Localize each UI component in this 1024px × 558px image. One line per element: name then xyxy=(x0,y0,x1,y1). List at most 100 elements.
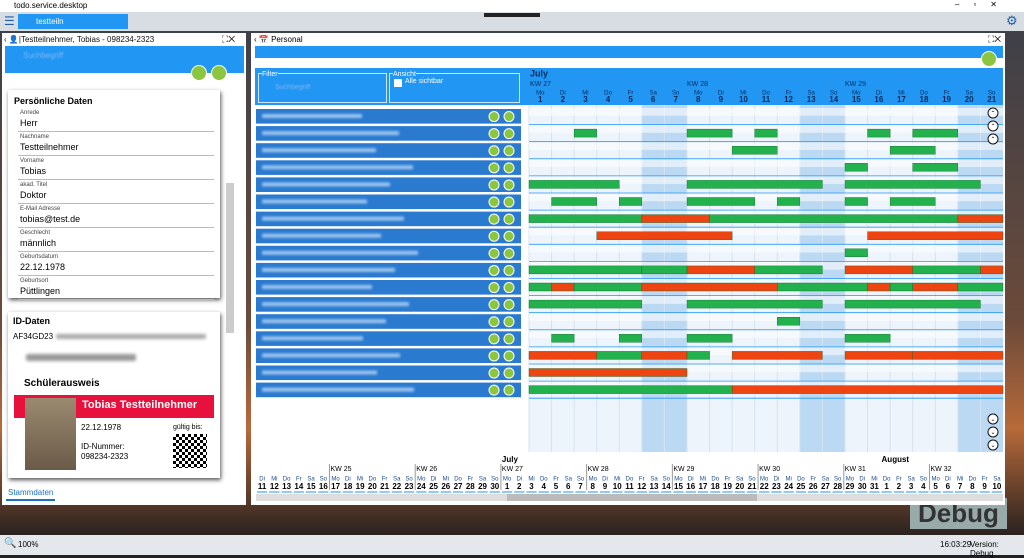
timeline-thumb[interactable] xyxy=(507,494,757,501)
field-value: Püttlingen xyxy=(20,286,61,296)
scroll-button[interactable] xyxy=(987,426,999,438)
row-button xyxy=(488,230,500,242)
delete-button[interactable] xyxy=(211,65,227,81)
timeline-day: 13 xyxy=(650,482,659,491)
day: 7 xyxy=(673,95,678,104)
edit-button[interactable] xyxy=(191,65,207,81)
field-value: 22.12.1978 xyxy=(20,262,66,272)
booking-bar xyxy=(528,368,688,377)
booking-bar xyxy=(686,180,823,189)
scroll-button[interactable] xyxy=(987,120,999,132)
scrollbar[interactable] xyxy=(226,183,234,333)
row-button xyxy=(488,247,500,259)
timeline-day: 3 xyxy=(909,482,914,491)
section-title: ID-Daten xyxy=(13,316,51,326)
filter-box[interactable]: Filter Suchbegriff xyxy=(258,71,387,103)
row-button xyxy=(488,299,500,311)
timeline-weekday: Di xyxy=(259,477,265,483)
scroll-button[interactable] xyxy=(987,133,999,145)
day: 15 xyxy=(852,95,861,104)
panel-buttons[interactable]: ⛶✕ xyxy=(988,34,1002,44)
field-line xyxy=(18,251,214,252)
booking-bar xyxy=(889,197,936,206)
person-row xyxy=(256,331,521,346)
weekday: Di xyxy=(718,91,724,97)
settings-button[interactable]: ⚙ xyxy=(1006,13,1018,28)
menu-button[interactable]: ☰ xyxy=(4,14,15,28)
row-button xyxy=(488,196,500,208)
timeline-weekday: Mo xyxy=(931,477,940,483)
panel-buttons[interactable]: ⛶✕ xyxy=(222,34,236,44)
scroll-button[interactable] xyxy=(987,439,999,451)
booking-bar xyxy=(980,265,1004,275)
row-button xyxy=(488,264,500,276)
scroll-button[interactable] xyxy=(987,413,999,425)
timeline-weekday: Sa xyxy=(393,477,401,483)
booking-bar xyxy=(754,265,823,275)
row-stripe xyxy=(529,159,1003,167)
weekday: Mi xyxy=(740,91,746,97)
checkbox[interactable] xyxy=(394,79,402,87)
timeline-week: KW 31 xyxy=(845,466,866,473)
booking-bar xyxy=(528,385,733,394)
weekday: Sa xyxy=(965,91,973,97)
person-row xyxy=(256,109,521,124)
timeline-day: 4 xyxy=(542,482,547,491)
left-header-text: Testteilnehmer, Tobias - 098234-2323 xyxy=(20,35,155,44)
booking-bar xyxy=(686,265,755,275)
booking-bar xyxy=(912,265,981,275)
timeline-weekday: Mi xyxy=(443,477,449,483)
timeline-weekday: Do xyxy=(454,477,462,483)
week-label: KW 27 xyxy=(530,81,551,88)
booking-bar xyxy=(551,197,597,206)
booking-bar xyxy=(709,214,959,223)
filter-placeholder: Suchbegriff xyxy=(275,84,311,91)
booking-bar xyxy=(912,282,959,292)
timeline-day: 21 xyxy=(380,482,389,491)
day: 2 xyxy=(561,95,566,104)
scroll-button[interactable] xyxy=(987,107,999,119)
view-box: Ansicht Alle sichtbar xyxy=(389,71,520,103)
timeline-weekday: So xyxy=(577,477,585,483)
weekday: So xyxy=(672,91,680,97)
week-label: KW 29 xyxy=(845,81,866,88)
row-button xyxy=(503,213,515,225)
bottom-tab[interactable]: Stammdaten xyxy=(6,488,56,501)
person-row xyxy=(256,280,521,295)
timeline-day: 6 xyxy=(566,482,571,491)
add-button[interactable] xyxy=(981,51,997,67)
timeline-weekday: Fr xyxy=(296,477,302,483)
filter-label: Filter xyxy=(262,71,278,78)
timeline-day: 12 xyxy=(270,482,279,491)
booking-bar xyxy=(573,282,643,292)
booking-bar xyxy=(686,128,733,138)
timeline-weekday: Di xyxy=(602,477,608,483)
booking-bar xyxy=(686,334,733,343)
timeline-week: KW 27 xyxy=(502,466,523,473)
row-button xyxy=(488,384,500,396)
row-button xyxy=(488,128,500,140)
timeline-weekday: Fr xyxy=(467,477,473,483)
timeline-day: 18 xyxy=(343,482,352,491)
timeline-weekday: Do xyxy=(797,477,805,483)
zoom-icon[interactable]: 🔍 xyxy=(4,538,17,549)
window-buttons[interactable]: –▫✕ xyxy=(955,0,1011,9)
timeline-weekday: Sa xyxy=(907,477,915,483)
blurred-name xyxy=(262,353,400,358)
booking-bar xyxy=(844,351,913,360)
blurred-url xyxy=(56,334,206,339)
timeline-weekday: Do xyxy=(283,477,291,483)
timeline-day: 11 xyxy=(258,482,267,491)
weekday: Fr xyxy=(628,91,634,97)
timeline-weekday: Fr xyxy=(553,477,559,483)
weekday: Sa xyxy=(649,91,657,97)
row-button xyxy=(503,299,515,311)
timeline-day: 15 xyxy=(674,482,683,491)
timeline-weekday: Do xyxy=(883,477,891,483)
booking-bar xyxy=(844,180,981,189)
tab-label: testteiln xyxy=(36,17,64,26)
tab[interactable]: testteiln xyxy=(18,14,128,29)
day: 17 xyxy=(897,95,906,104)
row-button xyxy=(503,111,515,123)
timeline-weekday: So xyxy=(834,477,842,483)
